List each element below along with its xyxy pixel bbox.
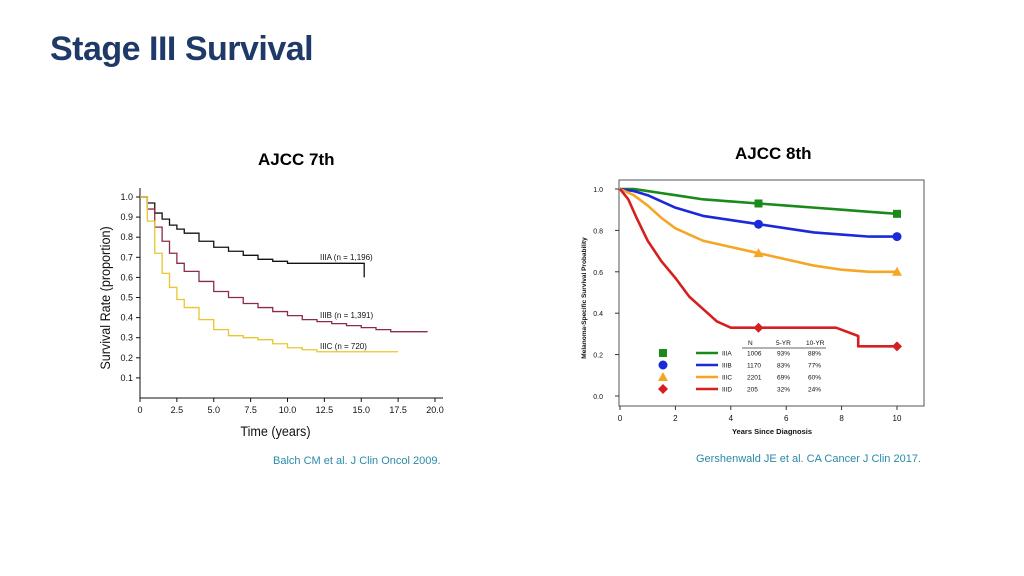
series-marker-iiid bbox=[753, 322, 764, 333]
left-citation: Balch CM et al. J Clin Oncol 2009. bbox=[273, 455, 441, 467]
right-citation: Gershenwald JE et al. CA Cancer J Clin 2… bbox=[696, 453, 922, 465]
legend-header: N bbox=[748, 340, 753, 347]
series-marker-iiic bbox=[892, 266, 902, 276]
x-tick-label: 4 bbox=[729, 414, 734, 423]
y-tick-label: 1.0 bbox=[120, 192, 133, 202]
series-line-iiid bbox=[618, 188, 897, 348]
series-marker-iiib bbox=[892, 232, 902, 242]
legend-stage-iiic: IIIC bbox=[722, 375, 732, 382]
series-line-iiib bbox=[140, 196, 428, 333]
slide-title: Stage III Survival bbox=[50, 30, 314, 68]
legend-5yr: 93% bbox=[777, 351, 790, 358]
y-axis-label: Survival Rate (proportion) bbox=[97, 226, 113, 369]
legend-marker-iiic bbox=[658, 372, 668, 381]
legend-n: 2201 bbox=[747, 375, 762, 382]
y-axis-label: Melanoma-Specific Survival Probability bbox=[581, 237, 588, 359]
series-line-iiic bbox=[140, 196, 399, 353]
legend-n: 205 bbox=[747, 387, 758, 394]
legend-stage-iiia: IIIA bbox=[722, 351, 732, 358]
series-marker-iiib bbox=[754, 219, 763, 229]
x-tick-label: 12.5 bbox=[316, 405, 334, 415]
x-tick-label: 2 bbox=[673, 414, 678, 423]
y-tick-label: 0.1 bbox=[120, 373, 133, 383]
y-tick-label: 0.2 bbox=[120, 353, 133, 363]
x-tick-label: 0 bbox=[137, 405, 142, 415]
series-line-iiia bbox=[620, 187, 898, 216]
series-marker-iiid bbox=[892, 341, 902, 352]
y-tick-label: 0.6 bbox=[593, 270, 603, 277]
legend-n: 1170 bbox=[747, 363, 761, 370]
x-tick-label: 17.5 bbox=[389, 405, 407, 415]
legend-10yr: 88% bbox=[808, 351, 821, 358]
x-tick-label: 10.0 bbox=[279, 405, 297, 415]
legend-stage-iiib: IIIB bbox=[722, 363, 732, 370]
series-marker-iiic bbox=[753, 248, 764, 258]
legend-10yr: 60% bbox=[808, 375, 821, 382]
series-label-iiia: IIIA (n = 1,196) bbox=[320, 253, 373, 262]
y-tick-label: 1.0 bbox=[593, 187, 603, 194]
x-tick-label: 7.5 bbox=[244, 405, 257, 415]
legend-header: 10-YR bbox=[806, 340, 825, 347]
legend-10yr: 24% bbox=[808, 387, 821, 394]
x-tick-label: 20.0 bbox=[426, 405, 444, 415]
legend-marker-iiia bbox=[659, 349, 667, 357]
legend-header: 5-YR bbox=[776, 340, 791, 347]
legend-10yr: 77% bbox=[808, 363, 821, 370]
x-tick-label: 0 bbox=[618, 414, 623, 423]
y-tick-label: 0.3 bbox=[120, 333, 133, 343]
x-tick-label: 15.0 bbox=[352, 405, 370, 415]
legend-5yr: 32% bbox=[777, 387, 790, 394]
plot-frame bbox=[618, 179, 925, 407]
x-tick-label: 6 bbox=[784, 414, 789, 423]
y-tick-label: 0.8 bbox=[593, 228, 603, 235]
series-marker-iiia bbox=[754, 199, 763, 208]
right-panel-title: AJCC 8th bbox=[735, 144, 812, 163]
series-line-iiic bbox=[619, 187, 897, 274]
series-label-iiic: IIIC (n = 720) bbox=[320, 342, 367, 351]
legend-5yr: 83% bbox=[777, 363, 790, 370]
x-tick-label: 2.5 bbox=[171, 405, 184, 415]
left-panel-title: AJCC 7th bbox=[258, 150, 335, 169]
y-tick-label: 0.6 bbox=[120, 272, 133, 282]
x-tick-label: 8 bbox=[839, 414, 844, 423]
y-tick-label: 0.9 bbox=[120, 212, 133, 222]
y-tick-label: 0.7 bbox=[120, 252, 133, 262]
y-tick-label: 0.2 bbox=[593, 353, 603, 360]
series-label-iiib: IIIB (n = 1,391) bbox=[320, 311, 373, 320]
legend-5yr: 69% bbox=[777, 375, 790, 382]
x-axis-label: Time (years) bbox=[240, 423, 310, 439]
y-tick-label: 0.8 bbox=[120, 232, 133, 242]
series-line-iiia bbox=[140, 196, 365, 278]
y-tick-label: 0.4 bbox=[120, 313, 133, 323]
series-marker-iiia bbox=[893, 209, 901, 218]
y-tick-label: 0.0 bbox=[593, 394, 603, 401]
x-axis-label: Years Since Diagnosis bbox=[732, 427, 812, 436]
legend-marker-iiib bbox=[658, 360, 668, 370]
x-tick-label: 10 bbox=[893, 414, 902, 423]
y-tick-label: 0.5 bbox=[120, 293, 133, 303]
series-line-iiib bbox=[619, 187, 897, 238]
legend-stage-iiid: IIID bbox=[722, 387, 732, 394]
legend-n: 1006 bbox=[747, 351, 762, 358]
legend-marker-iiid bbox=[658, 384, 668, 394]
y-tick-label: 0.4 bbox=[593, 311, 603, 318]
x-tick-label: 5.0 bbox=[207, 405, 220, 415]
